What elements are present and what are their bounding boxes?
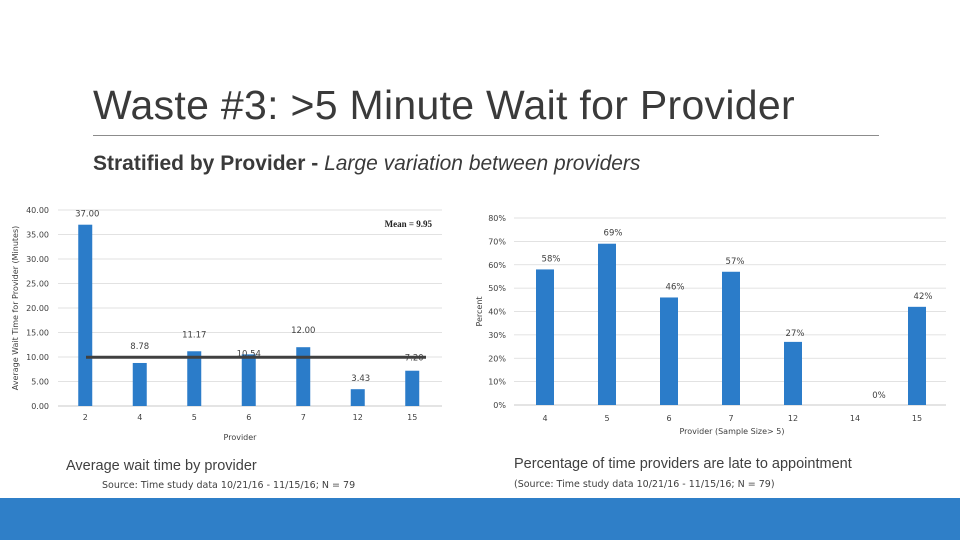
right-chart-caption: Percentage of time providers are late to… xyxy=(514,456,852,472)
bar xyxy=(351,389,365,406)
x-tick-label: 6 xyxy=(666,414,671,423)
bar xyxy=(405,371,419,406)
left-chart-source: Source: Time study data 10/21/16 - 11/15… xyxy=(102,480,355,491)
y-tick-label: 10.00 xyxy=(26,353,49,362)
data-label: 8.78 xyxy=(130,342,149,352)
y-tick-label: 40% xyxy=(488,308,506,317)
data-label: 0% xyxy=(872,391,886,401)
bar xyxy=(660,297,678,405)
bar xyxy=(78,225,92,406)
y-axis-title: Average Wait Time for Provider (Minutes) xyxy=(11,226,20,390)
left-chart-caption: Average wait time by provider xyxy=(66,458,257,474)
x-tick-label: 12 xyxy=(353,413,363,422)
x-tick-label: 4 xyxy=(137,413,142,422)
right-chart-source: (Source: Time study data 10/21/16 - 11/1… xyxy=(514,479,775,490)
bar xyxy=(784,342,802,405)
y-tick-label: 0.00 xyxy=(31,402,49,411)
subtitle-bold: Stratified by Provider - xyxy=(93,152,324,175)
y-tick-label: 35.00 xyxy=(26,231,49,240)
x-tick-label: 7 xyxy=(728,414,733,423)
wait-time-chart: 0.00 5.00 10.00 15.00 20.00 25.00 30.00 35.00 40… xyxy=(0,196,470,448)
footer-bar xyxy=(0,498,960,540)
y-tick-label: 25.00 xyxy=(26,280,49,289)
bar xyxy=(133,363,147,406)
slide-title: Waste #3: >5 Minute Wait for Provider xyxy=(93,82,795,129)
x-tick-label: 4 xyxy=(542,414,547,423)
bar xyxy=(187,351,201,406)
data-label: 42% xyxy=(914,292,933,302)
y-tick-label: 15.00 xyxy=(26,329,49,338)
slide-subtitle: Stratified by Provider - Large variation… xyxy=(93,152,640,176)
x-axis-title: Provider xyxy=(224,433,258,442)
data-label: 46% xyxy=(666,282,685,292)
bar xyxy=(722,272,740,405)
bar xyxy=(598,244,616,405)
y-tick-label: 20.00 xyxy=(26,304,49,313)
data-label: 57% xyxy=(726,257,745,267)
x-tick-label: 7 xyxy=(301,413,306,422)
x-tick-label: 12 xyxy=(788,414,798,423)
y-tick-label: 40.00 xyxy=(26,206,49,215)
x-tick-label: 5 xyxy=(604,414,609,423)
y-tick-label: 20% xyxy=(488,354,506,363)
data-label: 11.17 xyxy=(182,330,206,340)
x-tick-label: 5 xyxy=(192,413,197,422)
data-label: 37.00 xyxy=(75,210,99,220)
y-tick-label: 0% xyxy=(493,401,506,410)
title-divider xyxy=(93,135,879,136)
y-tick-label: 80% xyxy=(488,214,506,223)
y-tick-label: 30% xyxy=(488,331,506,340)
x-tick-label: 14 xyxy=(850,414,860,423)
y-tick-label: 60% xyxy=(488,261,506,270)
data-label: 69% xyxy=(604,229,623,239)
data-label: 27% xyxy=(786,329,805,339)
subtitle-italic: Large variation between providers xyxy=(324,152,640,175)
x-tick-label: 6 xyxy=(246,413,251,422)
data-label: 58% xyxy=(542,254,561,264)
x-tick-label: 15 xyxy=(407,413,417,422)
y-tick-label: 30.00 xyxy=(26,255,49,264)
y-tick-label: 50% xyxy=(488,284,506,293)
y-tick-label: 10% xyxy=(488,378,506,387)
y-tick-label: 70% xyxy=(488,237,506,246)
data-label: 12.00 xyxy=(291,326,315,336)
bar xyxy=(908,307,926,405)
y-axis-title: Percent xyxy=(475,296,484,326)
data-label: 3.43 xyxy=(351,374,370,384)
mean-label: Mean = 9.95 xyxy=(385,219,433,229)
bar xyxy=(536,269,554,405)
x-tick-label: 15 xyxy=(912,414,922,423)
late-percentage-chart: 0%10%20%30%40%50%60%70%80%58%469%546%657… xyxy=(470,206,950,446)
bar xyxy=(242,354,256,406)
x-tick-label: 2 xyxy=(83,413,88,422)
x-axis-title: Provider (Sample Size> 5) xyxy=(679,427,784,436)
y-tick-label: 5.00 xyxy=(31,378,49,387)
